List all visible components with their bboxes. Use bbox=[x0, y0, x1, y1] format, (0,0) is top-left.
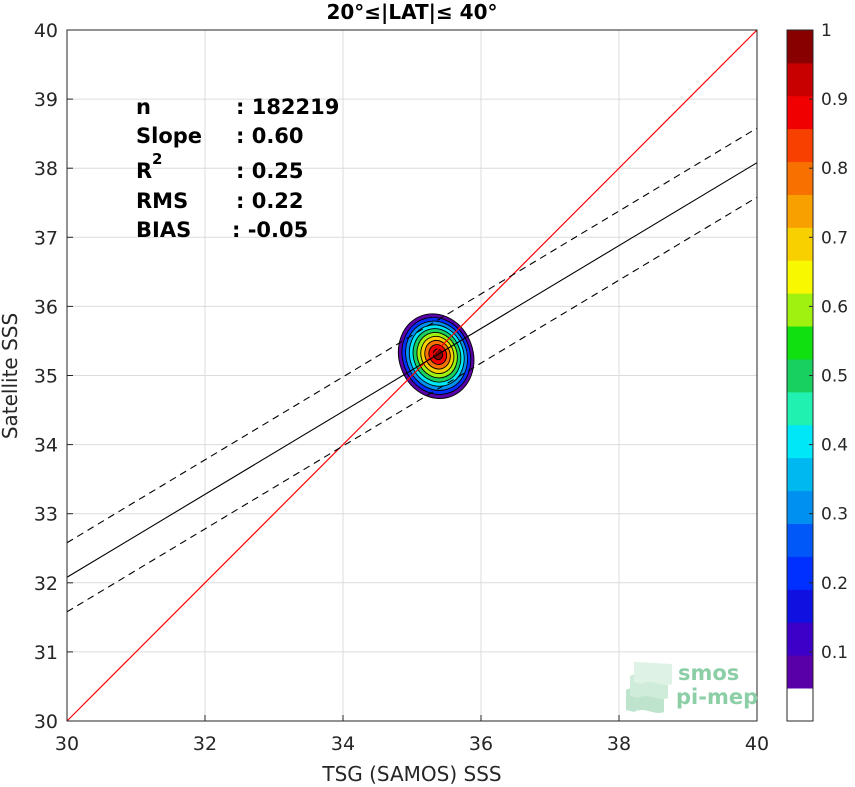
colorbar-segment bbox=[787, 293, 813, 327]
colorbar-segment bbox=[787, 161, 813, 195]
colorbar-segment bbox=[787, 128, 813, 163]
smos-pi-mep-logo: smos pi-mep bbox=[626, 661, 758, 713]
x-tick-label: 38 bbox=[607, 733, 631, 755]
density-contours bbox=[397, 313, 475, 399]
colorbar-segment bbox=[787, 424, 813, 459]
y-tick-label: 38 bbox=[34, 158, 58, 180]
colorbar-tick-label: 0.9 bbox=[821, 90, 848, 110]
y-tick-label: 30 bbox=[34, 711, 58, 733]
x-tick-label: 30 bbox=[55, 733, 79, 755]
colorbar-segment bbox=[787, 30, 813, 64]
colorbar-segment bbox=[787, 391, 813, 426]
y-tick-label: 32 bbox=[34, 573, 58, 595]
colorbar-tick-label: 0.7 bbox=[821, 228, 848, 248]
stat-rms-label: RMS bbox=[136, 189, 188, 213]
colorbar-segment bbox=[787, 490, 813, 524]
colorbar-segment bbox=[787, 95, 813, 130]
stat-r2-label: R bbox=[136, 159, 152, 183]
y-tick-label: 37 bbox=[34, 227, 58, 249]
y-tick-label: 39 bbox=[34, 89, 58, 111]
y-tick-label: 40 bbox=[34, 20, 58, 42]
colorbar-segment bbox=[787, 655, 813, 689]
logo-waves-icon bbox=[626, 662, 672, 713]
colorbar-segment bbox=[787, 62, 813, 97]
stat-r2-value: : 0.25 bbox=[236, 159, 304, 183]
colorbar-segment bbox=[787, 589, 813, 623]
y-tick-label: 35 bbox=[34, 366, 58, 388]
colorbar-segment bbox=[787, 326, 813, 360]
colorbar-tick-label: 0.8 bbox=[821, 159, 848, 179]
colorbar-segment bbox=[787, 622, 813, 656]
colorbar-segment bbox=[787, 523, 813, 557]
regression-fit-line bbox=[66, 162, 758, 578]
regression-upper-dashed-line bbox=[66, 127, 758, 544]
colorbar-segment bbox=[787, 359, 813, 393]
x-tick-label: 40 bbox=[745, 733, 769, 755]
y-tick-label: 31 bbox=[34, 642, 58, 664]
colorbar-segment bbox=[787, 194, 813, 228]
regression-lines bbox=[66, 29, 758, 722]
colorbar-segment bbox=[787, 457, 813, 492]
colorbar-tick-label: 1 bbox=[821, 21, 832, 41]
stat-n-label: n bbox=[136, 95, 151, 119]
y-tick-label: 33 bbox=[34, 504, 58, 526]
x-tick-labels: 30 32 34 36 38 40 bbox=[55, 733, 769, 755]
statistics-box: n : 182219 Slope : 0.60 R 2 : 0.25 RMS :… bbox=[136, 95, 339, 242]
stat-bias-value: : -0.05 bbox=[232, 218, 308, 242]
colorbar-tick-label: 0.6 bbox=[821, 297, 848, 317]
y-tick-label: 36 bbox=[34, 296, 58, 318]
y-tick-label: 34 bbox=[34, 435, 58, 457]
colorbar-segment bbox=[787, 227, 813, 261]
colorbar-tick-label: 0.1 bbox=[821, 643, 848, 663]
stat-slope-value: : 0.60 bbox=[236, 124, 304, 148]
stat-rms-value: : 0.22 bbox=[236, 189, 304, 213]
colorbar-segment bbox=[787, 556, 813, 590]
stat-n-value: : 182219 bbox=[236, 95, 339, 119]
stat-slope-label: Slope bbox=[136, 124, 202, 148]
x-tick-label: 36 bbox=[469, 733, 493, 755]
stat-bias-label: BIAS bbox=[136, 218, 191, 242]
chart-title: 20°≤|LAT|≤ 40° bbox=[326, 0, 497, 24]
x-tick-label: 34 bbox=[331, 733, 355, 755]
colorbar-tick-label: 0.2 bbox=[821, 574, 848, 594]
x-axis-label: TSG (SAMOS) SSS bbox=[321, 762, 501, 786]
colorbar-segment bbox=[787, 688, 813, 722]
colorbar-tick-label: 0.5 bbox=[821, 367, 848, 387]
colorbar-segment bbox=[787, 260, 813, 294]
plot-frame bbox=[66, 29, 758, 722]
colorbar-tick-labels: 0.1 0.2 0.3 0.4 0.5 0.6 0.7 0.8 0.9 1 bbox=[821, 21, 848, 663]
identity-line bbox=[66, 29, 758, 722]
x-tick-label: 32 bbox=[193, 733, 217, 755]
stat-r2-superscript: 2 bbox=[152, 150, 162, 168]
colorbar-tick-label: 0.4 bbox=[821, 436, 848, 456]
colorbar-tick-label: 0.3 bbox=[821, 505, 848, 525]
y-tick-labels: 30 31 32 33 34 35 36 37 38 39 40 bbox=[34, 20, 58, 733]
logo-line-1: smos bbox=[678, 661, 739, 685]
colorbar bbox=[786, 29, 814, 722]
logo-line-2: pi-mep bbox=[676, 685, 758, 709]
regression-lower-dashed-line bbox=[66, 196, 758, 613]
y-axis-label: Satellite SSS bbox=[0, 313, 22, 439]
